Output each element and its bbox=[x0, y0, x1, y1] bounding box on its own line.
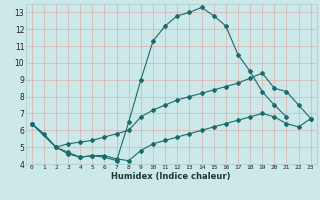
X-axis label: Humidex (Indice chaleur): Humidex (Indice chaleur) bbox=[111, 172, 231, 181]
